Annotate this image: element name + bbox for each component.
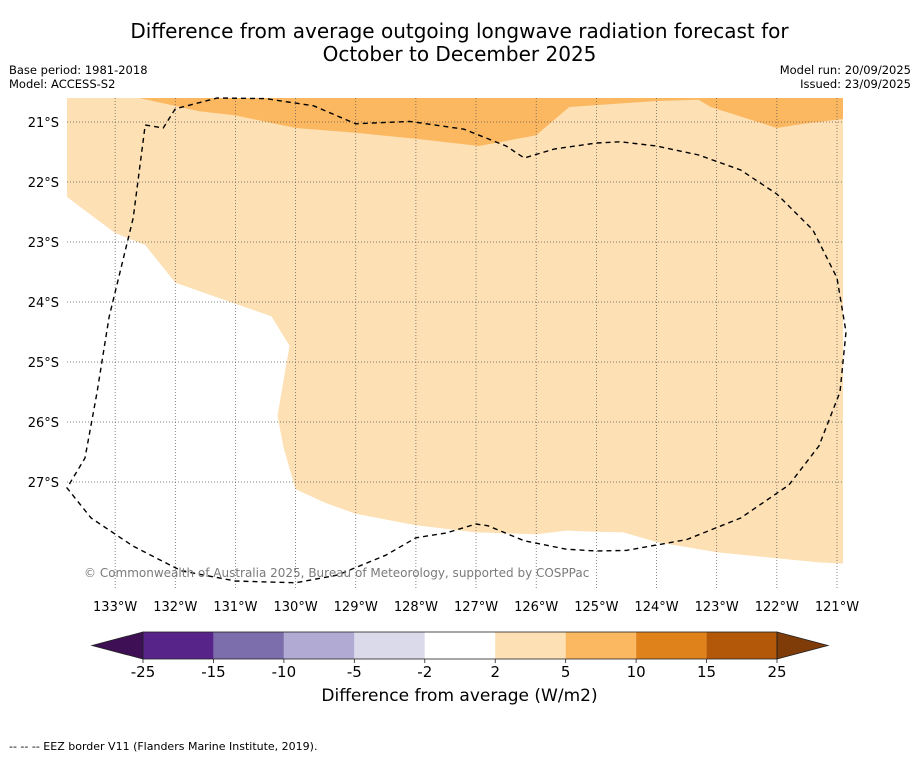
colorbar-frame: [142, 631, 778, 660]
lat-tick-label: 21°S: [28, 116, 59, 131]
lon-tick-label: 124°W: [634, 600, 678, 615]
lon-tick-label: 132°W: [153, 600, 197, 615]
lon-tick-label: 125°W: [574, 600, 618, 615]
colorbar-tick-label: -5: [347, 663, 362, 681]
colorbar-tick-label: 5: [561, 663, 571, 681]
colorbar-swatch: [424, 632, 496, 659]
colorbar-swatch: [354, 632, 425, 659]
colorbar-swatch: [706, 632, 777, 659]
eez-footnote: -- -- -- EEZ border V11 (Flanders Marine…: [9, 740, 318, 753]
colorbar-swatch: [636, 632, 707, 659]
anomaly-region-2: [139, 98, 843, 146]
map-plot-area: [67, 98, 843, 590]
meta-right: Model run: 20/09/2025 Issued: 23/09/2025: [780, 63, 911, 91]
colorbar-tick-label: 2: [490, 663, 500, 681]
lon-tick-label: 126°W: [514, 600, 558, 615]
colorbar-label: Difference from average (W/m2): [321, 686, 598, 706]
lat-tick-label: 24°S: [28, 296, 59, 311]
lon-tick-label: 130°W: [274, 600, 318, 615]
lat-tick-label: 23°S: [28, 236, 59, 251]
lon-tick-label: 131°W: [213, 600, 257, 615]
lon-tick-label: 127°W: [454, 600, 498, 615]
lon-tick-label: 133°W: [93, 600, 137, 615]
lon-tick-label: 128°W: [394, 600, 438, 615]
colorbar-swatch: [213, 632, 284, 659]
colorbar-tick-label: -25: [131, 663, 156, 681]
colorbar-swatch: [495, 632, 566, 659]
lat-tick-label: 22°S: [28, 176, 59, 191]
copyright-note: © Commonwealth of Australia 2025, Bureau…: [84, 566, 589, 580]
lat-tick-label: 25°S: [28, 356, 59, 371]
colorbar-tick-label: 15: [697, 663, 716, 681]
lon-tick-label: 123°W: [695, 600, 739, 615]
colorbar-tick-label: 25: [767, 663, 786, 681]
issued-date: Issued: 23/09/2025: [800, 77, 911, 91]
map-figure: © Commonwealth of Australia 2025, Bureau…: [28, 97, 859, 681]
lon-tick-label: 121°W: [815, 600, 859, 615]
colorbar-tick-label: -10: [272, 663, 297, 681]
colorbar-tick-label: -15: [201, 663, 226, 681]
base-period: Base period: 1981-2018: [9, 63, 148, 77]
meta-left: Base period: 1981-2018 Model: ACCESS-S2: [9, 63, 148, 91]
page-title-line2: October to December 2025: [322, 42, 597, 66]
lon-tick-label: 129°W: [334, 600, 378, 615]
colorbar-swatch: [143, 632, 214, 659]
colorbar-min-extend: [90, 631, 144, 660]
colorbar-tick-label: -2: [417, 663, 432, 681]
colorbar-tick-label: 10: [627, 663, 646, 681]
lat-tick-label: 27°S: [28, 476, 59, 491]
lat-tick-label: 26°S: [28, 416, 59, 431]
colorbar-swatch: [283, 632, 355, 659]
lon-tick-label: 122°W: [755, 600, 799, 615]
eez-border-line: [66, 97, 847, 584]
model-name: Model: ACCESS-S2: [9, 77, 116, 91]
model-run: Model run: 20/09/2025: [779, 63, 911, 77]
anomaly-region-1: [67, 98, 843, 564]
colorbar-max-extend: [776, 631, 830, 660]
colorbar-swatch: [565, 632, 637, 659]
page-title-line1: Difference from average outgoing longwav…: [130, 19, 789, 43]
